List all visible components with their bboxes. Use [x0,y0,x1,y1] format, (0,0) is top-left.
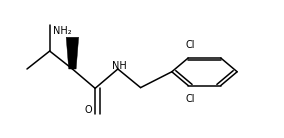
Text: NH₂: NH₂ [53,26,72,36]
Polygon shape [66,37,79,69]
Text: Cl: Cl [186,94,195,104]
Text: O: O [84,105,92,115]
Text: NH: NH [112,61,127,71]
Text: Cl: Cl [186,40,195,50]
